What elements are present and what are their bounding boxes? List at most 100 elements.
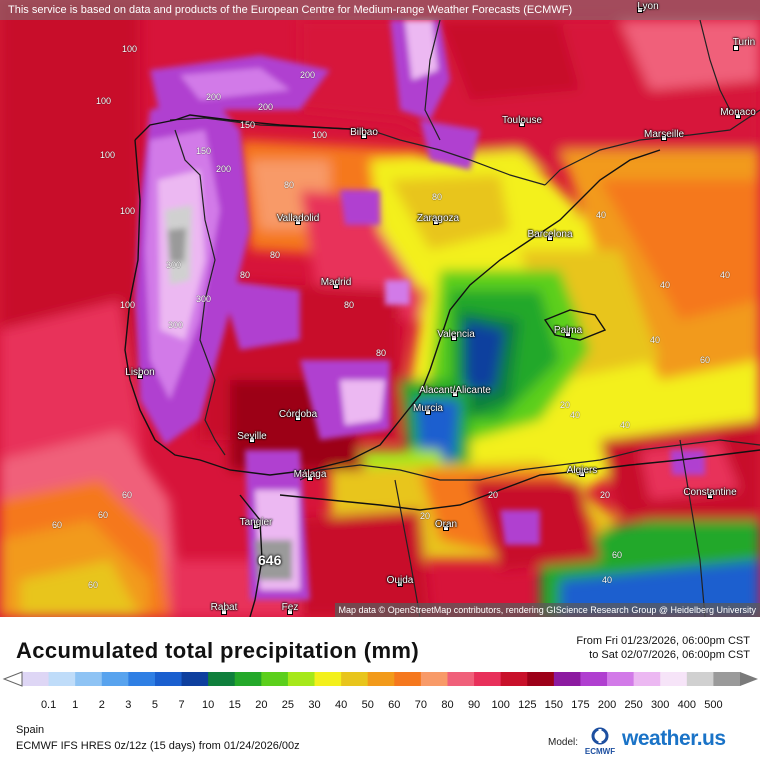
coastlines	[124, 114, 760, 617]
ecmwf-logo: ECMWF	[585, 727, 615, 756]
date-range: From Fri 01/23/2026, 06:00pm CST to Sat …	[576, 634, 750, 662]
legend-tick-label: 3	[125, 699, 131, 711]
contour-value-label: 40	[596, 210, 607, 220]
city-dot	[295, 415, 301, 421]
legend-tick-label: 100	[491, 699, 509, 711]
contour-value-label: 150	[196, 146, 212, 156]
legend-tick-label: 25	[282, 699, 294, 711]
city-label: Algiers	[566, 464, 598, 476]
city-label: Málaga	[293, 468, 327, 480]
legend-tick-label: 175	[571, 699, 589, 711]
city-dot	[733, 45, 739, 51]
contour-value-label: 100	[120, 206, 136, 216]
legend-swatch	[527, 672, 555, 686]
map-title: Accumulated total precipitation (mm)	[16, 638, 420, 663]
city-dot	[565, 331, 571, 337]
contour-value-label: 150	[240, 120, 256, 130]
city-label: Barcelona	[527, 228, 573, 240]
legend-tick-label: 20	[255, 699, 267, 711]
contour-value-label: 80	[270, 250, 281, 260]
city-dot	[221, 609, 227, 615]
city-label: Marseille	[643, 128, 685, 140]
precip-field	[0, 0, 760, 617]
city-dot	[547, 235, 553, 241]
legend-swatch	[181, 672, 209, 686]
city-label: Oujda	[386, 574, 414, 586]
legend-swatch	[447, 672, 475, 686]
legend-swatch	[686, 672, 714, 686]
city-label: Turin	[732, 36, 756, 48]
city-dot	[137, 373, 143, 379]
legend-swatch	[128, 672, 156, 686]
contour-value-label: 100	[122, 44, 138, 54]
contour-value-label: 20	[488, 490, 499, 500]
contour-value-label: 60	[612, 550, 623, 560]
legend-tick-label: 90	[468, 699, 480, 711]
contour-value-label: 80	[376, 348, 387, 358]
contour-value-label: 100	[120, 300, 136, 310]
legend-tick-label: 250	[624, 699, 642, 711]
city-dot	[637, 7, 643, 13]
city-label: Bilbao	[350, 126, 378, 138]
legend-tick-label: 70	[415, 699, 427, 711]
weatherus-logo[interactable]: weather.us	[622, 727, 726, 750]
city-dot	[519, 121, 525, 127]
legend-swatch	[607, 672, 635, 686]
city-label: Fez	[281, 601, 299, 613]
city-label: Lyon	[637, 0, 659, 12]
legend-swatch	[633, 672, 661, 686]
map-canvas	[0, 0, 760, 617]
city-label: Murcia	[412, 402, 444, 414]
legend-tick-label: 50	[362, 699, 374, 711]
legend-swatch	[420, 672, 448, 686]
contour-value-label: 200	[258, 102, 274, 112]
city-dot	[579, 471, 585, 477]
contour-value-label: 100	[312, 130, 328, 140]
legend-swatch	[474, 672, 502, 686]
legend-swatch	[261, 672, 289, 686]
legend-swatch	[367, 672, 395, 686]
region-label: Spain	[16, 724, 45, 736]
city-label: Madrid	[320, 276, 352, 288]
legend-tick-label: 400	[678, 699, 696, 711]
legend-swatch	[22, 672, 50, 686]
contour-value-label: 80	[432, 192, 443, 202]
city-label: Valencia	[437, 328, 475, 340]
precipitation-map[interactable]: This service is based on data and produc…	[0, 0, 760, 617]
contour-value-label: 200	[206, 92, 222, 102]
city-label: Toulouse	[501, 114, 543, 126]
city-dot	[425, 409, 431, 415]
city-label: Rabat	[210, 601, 238, 613]
legend-tick-label: 2	[99, 699, 105, 711]
city-label: Córdoba	[278, 408, 318, 420]
contour-value-label: 60	[98, 510, 109, 520]
model-run-label: ECMWF IFS HRES 0z/12z (15 days) from 01/…	[16, 740, 300, 752]
city-dot	[295, 219, 301, 225]
contour-value-label: 300	[196, 294, 212, 304]
legend-tick-label: 40	[335, 699, 347, 711]
legend-tick-label: 80	[441, 699, 453, 711]
city-dot	[287, 609, 293, 615]
legend-arrow-left	[2, 671, 23, 687]
contour-value-label: 60	[88, 580, 99, 590]
contour-value-label: 80	[344, 300, 355, 310]
legend-swatch	[660, 672, 688, 686]
city-label: Palma	[553, 324, 583, 336]
legend-tick-label: 125	[518, 699, 536, 711]
contour-value-label: 80	[240, 270, 251, 280]
date-from: From Fri 01/23/2026, 06:00pm CST	[576, 635, 750, 647]
legend-swatch	[314, 672, 342, 686]
legend-tick-label: 0.1	[41, 699, 56, 711]
city-label: Valladolid	[276, 212, 320, 224]
contour-value-label: 100	[100, 150, 116, 160]
contour-value-label: 100	[96, 96, 112, 106]
legend-tick-label: 1	[72, 699, 78, 711]
contour-value-label: 60	[52, 520, 63, 530]
contour-value-label: 80	[284, 180, 295, 190]
legend-swatch	[341, 672, 369, 686]
legend-swatch	[75, 672, 103, 686]
ecmwf-logo-text: ECMWF	[585, 747, 615, 756]
legend-tick-label: 200	[598, 699, 616, 711]
legend-tick-label: 5	[152, 699, 158, 711]
contour-value-label: 40	[650, 335, 661, 345]
